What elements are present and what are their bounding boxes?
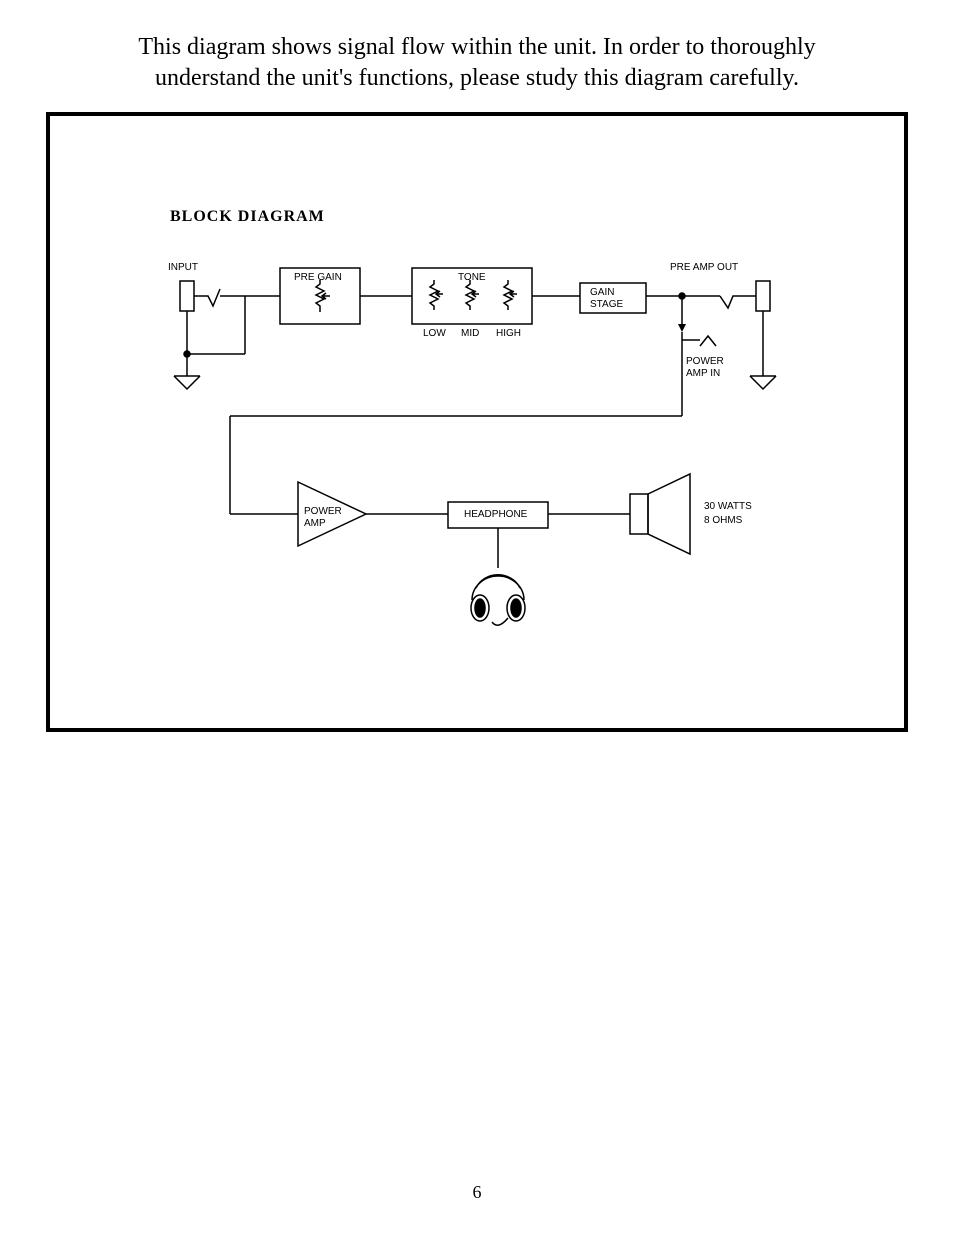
label-low: LOW bbox=[423, 328, 446, 339]
diagram-frame: BLOCK DIAGRAM bbox=[46, 112, 908, 732]
page-number: 6 bbox=[0, 1182, 954, 1203]
label-speaker-spec: 30 WATTS 8 OHMS bbox=[704, 500, 752, 528]
intro-line2: understand the unit's functions, please … bbox=[155, 65, 799, 91]
label-tone: TONE bbox=[458, 272, 486, 283]
label-mid: MID bbox=[461, 328, 479, 339]
label-input: INPUT bbox=[168, 262, 198, 273]
block-diagram-svg bbox=[50, 116, 908, 732]
label-gain-stage: GAIN STAGE bbox=[590, 287, 623, 310]
label-power-amp: POWER AMP bbox=[304, 506, 342, 529]
label-pre-amp-out: PRE AMP OUT bbox=[670, 262, 738, 273]
label-high: HIGH bbox=[496, 328, 521, 339]
label-pre-gain: PRE GAIN bbox=[294, 272, 342, 283]
label-power-amp-in: POWER AMP IN bbox=[686, 356, 724, 379]
intro-line1: This diagram shows signal flow within th… bbox=[138, 34, 815, 60]
page: This diagram shows signal flow within th… bbox=[0, 0, 954, 1235]
intro-text: This diagram shows signal flow within th… bbox=[80, 32, 874, 94]
label-headphone: HEADPHONE bbox=[464, 509, 527, 520]
